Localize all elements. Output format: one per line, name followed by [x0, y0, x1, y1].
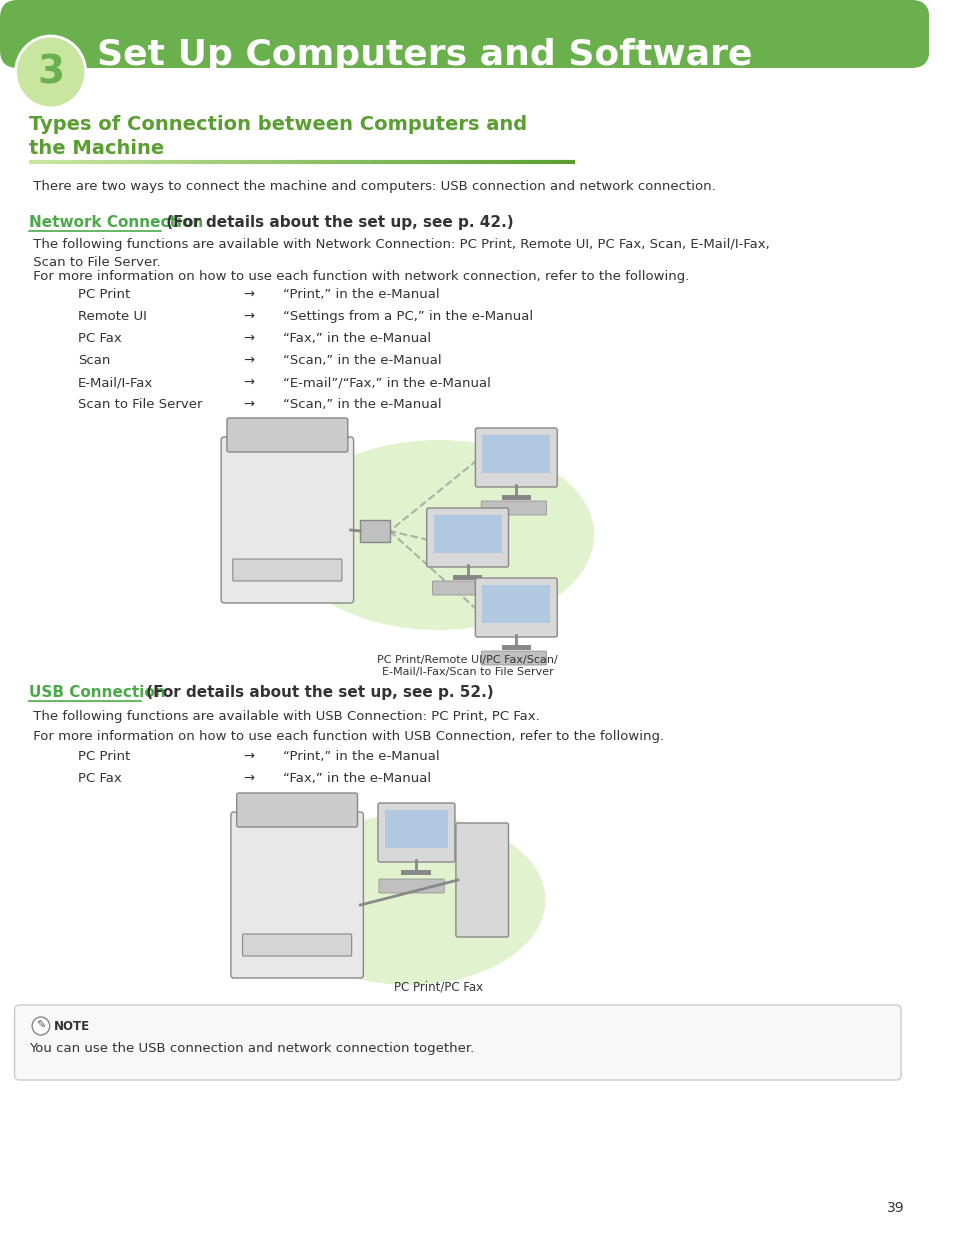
Text: “Scan,” in the e-Manual: “Scan,” in the e-Manual — [282, 398, 440, 411]
Text: Set Up Computers and Software: Set Up Computers and Software — [97, 38, 752, 72]
Text: “Print,” in the e-Manual: “Print,” in the e-Manual — [282, 750, 438, 763]
Bar — [401, 869, 430, 876]
Text: →: → — [243, 332, 254, 345]
Text: →: → — [243, 310, 254, 324]
Text: PC Fax: PC Fax — [78, 772, 122, 785]
Text: PC Print/Remote UI/PC Fax/Scan/
E-Mail/I-Fax/Scan to File Server: PC Print/Remote UI/PC Fax/Scan/ E-Mail/I… — [376, 655, 558, 678]
Text: PC Print/PC Fax: PC Print/PC Fax — [394, 981, 482, 993]
FancyBboxPatch shape — [426, 508, 508, 567]
Text: PC Fax: PC Fax — [78, 332, 122, 345]
Bar — [501, 495, 531, 500]
FancyBboxPatch shape — [0, 0, 928, 68]
Text: →: → — [243, 398, 254, 411]
Bar — [453, 576, 481, 580]
Text: USB Connection: USB Connection — [30, 685, 166, 700]
Text: Scan to File Server: Scan to File Server — [78, 398, 202, 411]
Text: “Print,” in the e-Manual: “Print,” in the e-Manual — [282, 288, 438, 301]
Text: E-Mail/I-Fax: E-Mail/I-Fax — [78, 375, 153, 389]
FancyBboxPatch shape — [475, 429, 557, 487]
Text: Scan: Scan — [78, 354, 111, 367]
FancyBboxPatch shape — [233, 559, 341, 580]
Ellipse shape — [273, 815, 545, 986]
Text: Types of Connection between Computers and
the Machine: Types of Connection between Computers an… — [30, 115, 527, 158]
Ellipse shape — [32, 1016, 50, 1035]
Bar — [384, 810, 448, 848]
FancyBboxPatch shape — [231, 811, 363, 978]
FancyBboxPatch shape — [242, 934, 352, 956]
Text: “Fax,” in the e-Manual: “Fax,” in the e-Manual — [282, 772, 430, 785]
FancyBboxPatch shape — [456, 823, 508, 937]
Text: ✎: ✎ — [36, 1021, 46, 1031]
Text: →: → — [243, 375, 254, 389]
Text: →: → — [243, 288, 254, 301]
FancyBboxPatch shape — [475, 578, 557, 637]
FancyBboxPatch shape — [221, 437, 354, 603]
FancyBboxPatch shape — [377, 803, 455, 862]
Text: Network Connection: Network Connection — [30, 215, 203, 230]
FancyBboxPatch shape — [480, 501, 546, 515]
Ellipse shape — [282, 440, 594, 630]
Text: Remote UI: Remote UI — [78, 310, 147, 324]
Bar — [360, 520, 389, 542]
FancyBboxPatch shape — [14, 1005, 901, 1079]
Text: For more information on how to use each function with network connection, refer : For more information on how to use each … — [30, 270, 689, 283]
FancyBboxPatch shape — [378, 879, 444, 893]
Text: There are two ways to connect the machine and computers: USB connection and netw: There are two ways to connect the machin… — [30, 180, 715, 193]
Text: The following functions are available with Network Connection: PC Print, Remote : The following functions are available wi… — [30, 238, 769, 269]
Bar — [501, 645, 531, 650]
Text: NOTE: NOTE — [53, 1020, 90, 1032]
Bar — [481, 435, 550, 473]
Text: 3: 3 — [37, 53, 64, 91]
Text: →: → — [243, 354, 254, 367]
Text: (For details about the set up, see p. 52.): (For details about the set up, see p. 52… — [141, 685, 494, 700]
Text: PC Print: PC Print — [78, 750, 130, 763]
Ellipse shape — [15, 36, 86, 107]
Text: 39: 39 — [886, 1200, 904, 1215]
FancyBboxPatch shape — [432, 580, 497, 595]
Text: “E-mail”/“Fax,” in the e-Manual: “E-mail”/“Fax,” in the e-Manual — [282, 375, 490, 389]
Text: “Scan,” in the e-Manual: “Scan,” in the e-Manual — [282, 354, 440, 367]
FancyBboxPatch shape — [480, 651, 546, 664]
FancyBboxPatch shape — [227, 417, 348, 452]
Text: PC Print: PC Print — [78, 288, 130, 301]
Text: →: → — [243, 750, 254, 763]
FancyBboxPatch shape — [236, 793, 357, 827]
Text: “Fax,” in the e-Manual: “Fax,” in the e-Manual — [282, 332, 430, 345]
Text: (For details about the set up, see p. 42.): (For details about the set up, see p. 42… — [160, 215, 513, 230]
Text: The following functions are available with USB Connection: PC Print, PC Fax.: The following functions are available wi… — [30, 710, 539, 722]
Text: “Settings from a PC,” in the e-Manual: “Settings from a PC,” in the e-Manual — [282, 310, 532, 324]
Bar — [433, 515, 501, 553]
Text: You can use the USB connection and network connection together.: You can use the USB connection and netwo… — [30, 1042, 474, 1055]
Text: For more information on how to use each function with USB Connection, refer to t: For more information on how to use each … — [30, 730, 663, 743]
Bar — [481, 585, 550, 622]
Text: →: → — [243, 772, 254, 785]
